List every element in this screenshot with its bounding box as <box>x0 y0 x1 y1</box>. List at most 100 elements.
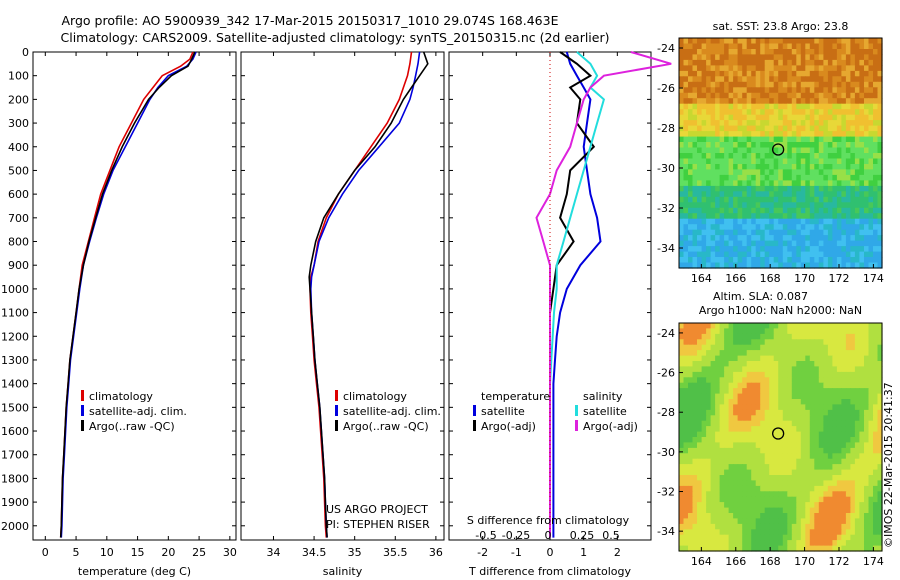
map-cell <box>719 251 725 258</box>
map-cell <box>845 469 851 476</box>
map-cell <box>845 191 851 198</box>
map-cell <box>701 76 707 83</box>
map-cell <box>814 366 820 373</box>
map-cell <box>769 207 775 214</box>
map-cell <box>787 180 793 187</box>
map-cell <box>836 87 842 94</box>
map-cell <box>800 153 806 160</box>
map-cell <box>787 224 793 231</box>
map-cell <box>809 251 815 258</box>
map-cell <box>755 38 761 45</box>
map-cell <box>796 180 802 187</box>
map-cell <box>859 323 865 329</box>
map-cell <box>832 191 838 198</box>
map-cell <box>683 70 689 77</box>
map-cell <box>692 87 698 94</box>
map-cell <box>832 49 838 56</box>
map-cell <box>800 43 806 50</box>
map-cell <box>818 125 824 132</box>
map-cell <box>737 393 743 400</box>
map-cell <box>710 59 716 66</box>
map-cell <box>710 491 716 498</box>
map-cell <box>859 120 865 127</box>
map-cell <box>697 371 703 378</box>
map-cell <box>832 545 838 552</box>
map-cell <box>764 339 770 346</box>
map-cell <box>818 409 824 416</box>
map-cell <box>706 191 712 198</box>
map-cell <box>710 76 716 83</box>
map-cell <box>796 513 802 519</box>
map-cell <box>827 98 833 105</box>
map-cell <box>679 120 685 127</box>
map-cell <box>697 169 703 176</box>
map-cell <box>715 180 721 187</box>
map-cell <box>791 540 797 547</box>
map-cell <box>715 529 721 536</box>
map-cell <box>832 224 838 231</box>
map-cell <box>733 393 739 400</box>
map-cell <box>782 382 788 389</box>
map-cell <box>832 257 838 264</box>
map-cell <box>706 218 712 225</box>
map-cell <box>800 131 806 138</box>
map-cell <box>823 240 829 247</box>
map-cell <box>805 235 811 242</box>
map-cell <box>864 442 870 449</box>
map-cell <box>827 207 833 214</box>
map-cell <box>854 540 860 547</box>
map-cell <box>701 540 707 547</box>
map-cell <box>827 246 833 253</box>
map-cell <box>715 262 721 269</box>
map-cell <box>791 480 797 487</box>
map-cell <box>850 142 856 149</box>
map-cell <box>679 65 685 72</box>
map-cell <box>701 393 707 400</box>
map-cell <box>724 246 730 253</box>
map-cell <box>760 158 766 165</box>
map-cell <box>864 131 870 138</box>
map-cell <box>800 458 806 465</box>
map-cell <box>805 164 811 171</box>
map-cell <box>814 442 820 449</box>
map-cell <box>715 202 721 209</box>
map-cell <box>818 43 824 50</box>
map-cell <box>796 545 802 552</box>
map-cell <box>760 464 766 471</box>
map-cell <box>859 333 865 340</box>
map-cell <box>724 65 730 72</box>
map-cell <box>800 496 806 503</box>
map-cell <box>755 442 761 449</box>
map-cell <box>737 120 743 127</box>
map-cell <box>791 485 797 492</box>
map-cell <box>773 431 779 438</box>
map-cell <box>854 382 860 389</box>
map-cell <box>805 59 811 66</box>
map-cell <box>737 409 743 416</box>
map-cell <box>814 229 820 236</box>
map-cell <box>719 109 725 116</box>
map-cell <box>737 426 743 433</box>
map-cell <box>706 344 712 351</box>
map-cell <box>827 534 833 541</box>
map-cell <box>791 420 797 427</box>
map-cell <box>719 350 725 357</box>
map-cell <box>832 174 838 181</box>
map-cell <box>697 328 703 335</box>
map-cell <box>796 469 802 476</box>
map-cell <box>864 513 870 519</box>
map-cell <box>728 43 734 50</box>
map-cell <box>688 158 694 165</box>
map-cell <box>701 453 707 460</box>
map-cell <box>697 523 703 530</box>
map-cell <box>868 43 874 50</box>
map-cell <box>697 469 703 476</box>
map-cell <box>715 59 721 66</box>
map-cell <box>805 185 811 192</box>
map-cell <box>701 437 707 443</box>
map-cell <box>873 491 879 498</box>
map-cell <box>719 426 725 433</box>
map-cell <box>769 169 775 176</box>
map-cell <box>692 447 698 454</box>
map-cell <box>787 103 793 110</box>
